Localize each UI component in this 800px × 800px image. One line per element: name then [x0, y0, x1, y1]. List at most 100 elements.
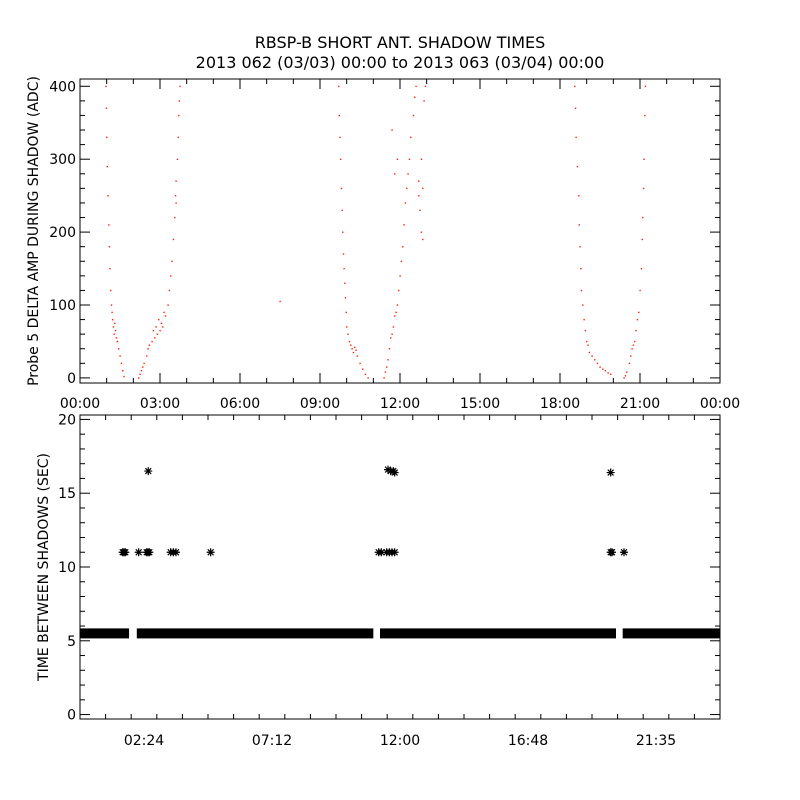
data-point — [414, 96, 416, 99]
data-point — [112, 326, 115, 328]
data-point — [594, 359, 596, 361]
baseline-segment — [80, 628, 130, 639]
x-tick-label: 02:24 — [124, 733, 164, 749]
data-point-asterisk — [172, 548, 180, 557]
data-point — [106, 165, 108, 168]
data-point — [143, 362, 145, 365]
data-point — [338, 85, 340, 88]
data-point — [632, 344, 635, 346]
baseline-segment — [622, 628, 720, 639]
data-point — [110, 289, 112, 292]
data-point — [628, 362, 631, 365]
data-point-asterisk — [606, 468, 615, 477]
data-point — [415, 85, 417, 88]
data-point — [350, 344, 352, 346]
data-point — [155, 326, 157, 328]
data-point — [599, 366, 601, 368]
data-point — [279, 300, 281, 303]
data-point — [576, 165, 579, 168]
data-point — [108, 246, 111, 248]
data-point — [148, 344, 151, 346]
data-point — [630, 355, 632, 357]
data-point — [340, 187, 343, 190]
data-point — [390, 337, 392, 339]
data-point — [140, 370, 143, 372]
data-point — [639, 289, 641, 292]
data-point — [341, 209, 343, 212]
x-tick-label: 00:00 — [60, 396, 100, 412]
data-point — [175, 202, 177, 204]
data-point — [176, 158, 179, 160]
data-point — [167, 304, 169, 306]
data-point — [109, 267, 111, 270]
data-point — [623, 377, 625, 379]
data-point — [399, 275, 401, 277]
data-point-asterisk — [390, 468, 399, 477]
data-point-asterisk — [377, 548, 386, 557]
data-point — [338, 114, 340, 117]
data-point — [105, 85, 107, 88]
chart-title: RBSP-B SHORT ANT. SHADOW TIMES — [255, 33, 546, 52]
data-point — [106, 136, 108, 139]
data-point — [610, 373, 612, 376]
data-point — [596, 362, 599, 365]
data-point — [344, 282, 346, 284]
x-tick-label: 07:12 — [252, 733, 292, 749]
data-point — [583, 318, 585, 321]
data-point — [604, 370, 607, 372]
x-tick-label: 12:00 — [380, 733, 420, 749]
data-point — [116, 340, 119, 343]
data-point — [122, 370, 124, 372]
data-point — [580, 289, 583, 292]
data-point — [418, 180, 420, 182]
data-point — [422, 187, 424, 190]
data-point — [402, 246, 404, 248]
y-axis-label: TIME BETWEEN SHADOWS (SEC) — [36, 453, 52, 682]
x-tick-label: 03:00 — [140, 396, 180, 412]
data-point — [631, 348, 633, 350]
data-point — [642, 187, 645, 190]
y-tick-label: 5 — [67, 634, 76, 650]
data-point — [388, 348, 391, 350]
data-point — [339, 158, 342, 160]
data-point — [420, 158, 423, 160]
data-point — [580, 267, 582, 270]
data-point — [643, 158, 645, 160]
data-point — [578, 224, 580, 226]
data-point — [111, 311, 113, 314]
y-tick-label: 200 — [49, 225, 76, 241]
data-point — [355, 349, 357, 351]
data-point — [386, 366, 388, 368]
x-tick-label: 21:00 — [620, 396, 660, 412]
baseline-segment — [136, 628, 374, 639]
data-point — [391, 129, 393, 131]
data-point — [178, 114, 180, 117]
x-tick-label: 21:35 — [636, 733, 676, 749]
data-point — [367, 377, 369, 379]
data-point — [403, 224, 405, 226]
data-point — [574, 107, 577, 109]
bottom-panel: 0 5 10 15 20 02:24 07:12 12:00 16:48 21:35 TIME BE… — [36, 412, 721, 749]
data-point — [108, 224, 110, 226]
x-tick-label: 00:00 — [700, 396, 740, 412]
data-point — [114, 329, 117, 332]
data-point — [396, 304, 399, 306]
data-point — [354, 346, 356, 349]
data-point — [584, 329, 587, 332]
data-point — [394, 173, 396, 175]
data-point — [362, 368, 364, 370]
data-point — [407, 173, 409, 175]
data-point — [139, 373, 141, 376]
x-tick-label: 06:00 — [220, 396, 260, 412]
y-tick-label: 10 — [58, 560, 76, 576]
y-tick-label: 15 — [58, 486, 76, 502]
data-point — [586, 340, 588, 343]
data-point — [146, 355, 148, 357]
y-tick-label: 20 — [58, 412, 76, 428]
data-point-asterisk — [608, 548, 616, 557]
data-point — [339, 136, 341, 139]
data-point — [345, 311, 347, 314]
data-point — [634, 340, 636, 343]
data-point — [418, 195, 420, 197]
